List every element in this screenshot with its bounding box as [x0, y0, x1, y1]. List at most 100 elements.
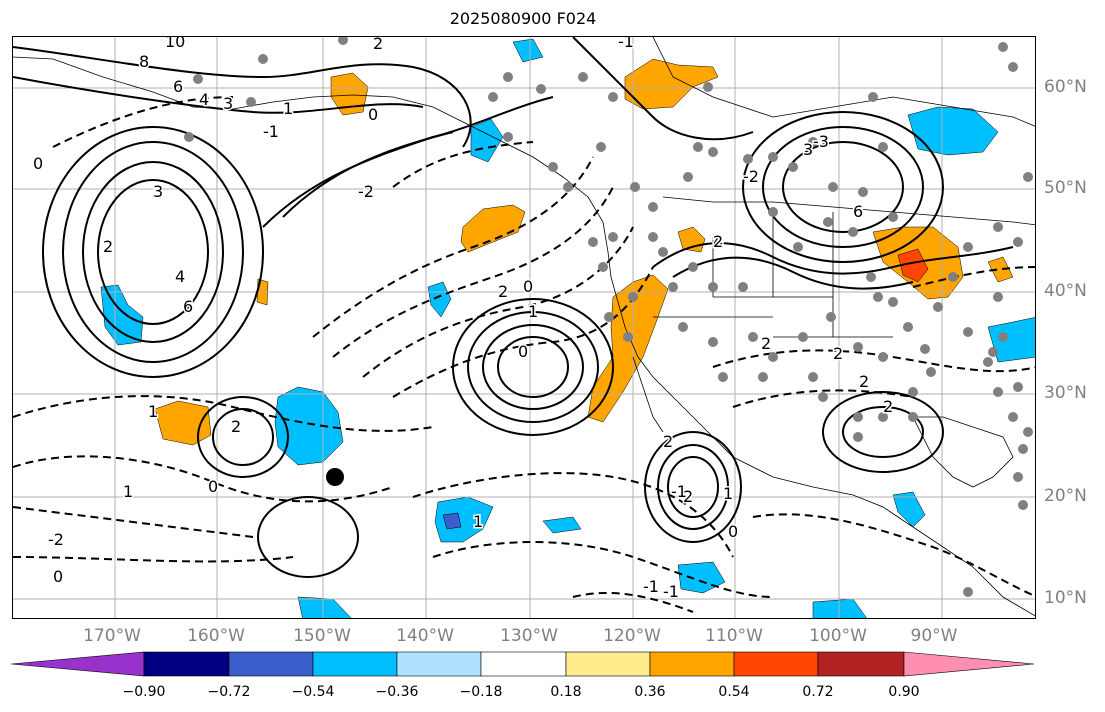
colorbar-tick: −0.18 [459, 684, 503, 700]
shade-positive [460, 204, 526, 253]
contour-value-label: 0 [523, 277, 533, 296]
lat-label: 40°N [1044, 281, 1087, 301]
colorbar-tick: 0.54 [718, 684, 750, 700]
contours [13, 37, 1014, 578]
colorbar-tick: −0.90 [122, 684, 166, 700]
shade-strong-positive [897, 248, 929, 283]
shade-positive [677, 226, 706, 253]
colorbar-segment [396, 651, 482, 677]
contour-value-label: 2 [498, 282, 508, 301]
shade-negative [427, 281, 452, 318]
contour-value-label: 3 [223, 94, 233, 113]
lon-label: 90°W [910, 626, 958, 646]
contour-value-label: -1 [618, 37, 634, 51]
contour-value-label: 4 [175, 267, 185, 286]
contour-value-label: 2 [231, 417, 241, 436]
contour-value-label: 1 [148, 402, 158, 421]
map-title: 2025080900 F024 [449, 9, 597, 28]
colorbar-tick: 0.90 [888, 684, 920, 700]
contour-value-label: 1 [723, 484, 733, 503]
contour-value-label: 6 [853, 202, 863, 221]
shade-negative [470, 118, 504, 163]
contour-value-label: -1 [263, 122, 279, 141]
lon-label: 110°W [705, 626, 763, 646]
contour-value-label: 2 [103, 237, 113, 256]
shade-negative [274, 386, 344, 466]
shade-negative [512, 38, 544, 63]
contour-value-label: -2 [743, 167, 759, 186]
colorbar-segment [143, 651, 230, 677]
contour-value-label: 0 [208, 477, 218, 496]
lat-label: 10°N [1044, 588, 1087, 608]
dashed-contours [13, 96, 1035, 613]
shade-positive [154, 400, 212, 446]
lon-label: 130°W [500, 626, 558, 646]
lat-label: 20°N [1044, 486, 1087, 506]
shade-negative [987, 317, 1035, 363]
colorbar-segment [10, 651, 145, 677]
shade-negative [812, 598, 867, 618]
colorbar-tick: −0.72 [207, 684, 251, 700]
contour-value-label: 2 [761, 334, 771, 353]
contour-value-label: 0 [53, 567, 63, 586]
colorbar-tick: 0.36 [634, 684, 666, 700]
contour-value-label: 2 [833, 344, 843, 363]
map-panel: 10 8 6 4 3 2 1 0 -1 -2 3 4 6 2 1 0 -1 -2 -3 3 6 4 2 2 2 0 2 2 0 1 2 0 1-… [12, 36, 1036, 619]
lon-label: 120°W [603, 626, 661, 646]
colorbar-segment [733, 651, 819, 677]
shade-positive [587, 274, 669, 423]
contour-value-label: 0 [33, 154, 43, 173]
colorbar-tick: −0.54 [291, 684, 335, 700]
contour-value-label: -1 [643, 577, 659, 596]
shade-positive [330, 72, 369, 116]
colorbar-tick: 0.18 [550, 684, 582, 700]
contour-value-label: 1 [473, 512, 483, 531]
contour-value-label: 3 [153, 182, 163, 201]
contour-value-label: 0 [518, 342, 528, 361]
contour-value-label: -3 [813, 132, 829, 151]
contour-value-label: 8 [139, 52, 149, 71]
lon-label: 100°W [809, 626, 867, 646]
shade-negative [907, 106, 999, 156]
contour-value-label: 4 [713, 232, 723, 251]
colorbar-segment [565, 651, 651, 677]
shade-negative [297, 596, 352, 618]
shade-strong-negative [442, 512, 462, 530]
contour-value-label: 4 [199, 90, 209, 109]
contour-value-label: 6 [173, 77, 183, 96]
contour-value-label: 0 [728, 522, 738, 541]
lat-label: 50°N [1044, 178, 1087, 198]
colorbar-tick: 0.72 [802, 684, 834, 700]
colorbar-tick: −0.36 [375, 684, 419, 700]
lon-label: 140°W [396, 626, 454, 646]
colorbar-segment [312, 651, 398, 677]
colorbar [10, 651, 1035, 677]
station-dots [184, 37, 1033, 597]
lon-label: 160°W [187, 626, 245, 646]
coastlines [13, 37, 1035, 617]
contour-value-label: 2 [859, 372, 869, 391]
contour-value-label: 1 [283, 99, 293, 118]
contour-value-label: 10 [165, 37, 185, 51]
shade-positive [987, 256, 1014, 283]
contour-value-label: 2 [663, 432, 673, 451]
shade-negative [434, 496, 494, 543]
colorbar-segment [228, 651, 314, 677]
contour-value-label: 1 [528, 302, 538, 321]
contour-value-label: 0 [368, 105, 378, 124]
contour-value-label: -2 [358, 182, 374, 201]
contour-value-label: 1 [123, 482, 133, 501]
shade-negative [677, 561, 726, 594]
contour-value-label: -2 [48, 530, 64, 549]
colorbar-segment [903, 651, 1035, 677]
lat-label: 60°N [1044, 77, 1087, 97]
contour-value-label: 6 [183, 297, 193, 316]
contour-value-label: 2 [713, 232, 723, 251]
shade-negative [892, 491, 926, 528]
marker-dot [326, 468, 344, 486]
contour-value-label: 2 [373, 37, 383, 53]
contour-value-label: -1 [671, 482, 687, 501]
colorbar-segment [480, 651, 567, 677]
